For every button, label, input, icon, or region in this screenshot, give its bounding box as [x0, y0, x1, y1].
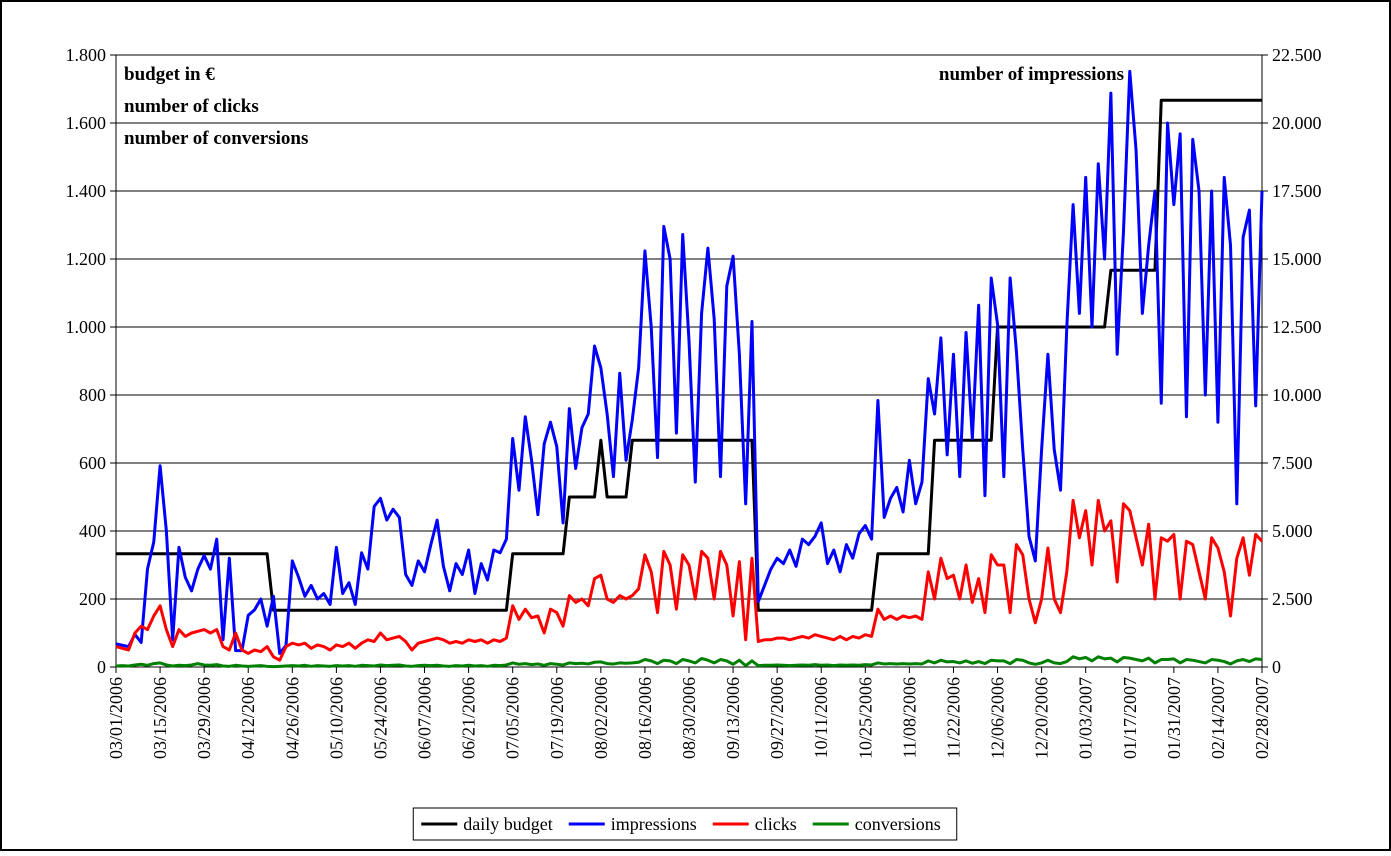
legend-label: impressions	[611, 814, 697, 834]
legend: daily budget impressions clicks conversions	[412, 807, 958, 841]
legend-box	[412, 807, 958, 841]
x-tick-label: 10/25/2006	[855, 677, 875, 759]
series-line	[115, 655, 1263, 669]
x-tick-label: 07/19/2006	[547, 677, 567, 759]
y-tick-label: 200	[79, 589, 106, 609]
y-tick-label: 600	[79, 453, 106, 473]
y2-tick-label: 7.500	[1272, 453, 1313, 473]
x-tick-label: 01/31/2007	[1164, 677, 1184, 759]
x-tick-label: 03/29/2006	[194, 677, 214, 759]
x-tick-label: 12/20/2006	[1032, 677, 1052, 759]
x-tick-label: 11/08/2006	[899, 677, 919, 758]
annotation: number of impressions	[939, 64, 1124, 85]
x-tick-label: 08/16/2006	[635, 677, 655, 759]
x-tick-label: 04/12/2006	[238, 677, 258, 759]
x-tick-label: 12/06/2006	[988, 677, 1008, 759]
y-tick-label: 1.800	[66, 45, 107, 65]
x-tick-label: 11/22/2006	[943, 677, 963, 758]
y2-tick-label: 12.500	[1272, 317, 1322, 337]
y2-tick-label: 2.500	[1272, 589, 1313, 609]
x-tick-label: 07/05/2006	[503, 677, 523, 759]
y-tick-label: 0	[97, 657, 106, 677]
x-tick-label: 05/10/2006	[326, 677, 346, 759]
y2-tick-label: 17.500	[1272, 181, 1322, 201]
x-tick-label: 02/28/2007	[1252, 677, 1272, 759]
y2-tick-label: 0	[1272, 657, 1281, 677]
y2-tick-label: 20.000	[1272, 113, 1322, 133]
x-tick-label: 01/17/2007	[1120, 677, 1140, 759]
annotation: budget in €	[124, 64, 215, 85]
x-tick-label: 08/30/2006	[679, 677, 699, 759]
y2-tick-label: 10.000	[1272, 385, 1322, 405]
legend-label: clicks	[755, 814, 797, 834]
series-line	[115, 498, 1264, 662]
x-tick-label: 04/26/2006	[282, 677, 302, 759]
series-line	[115, 69, 1264, 655]
legend-label: conversions	[855, 814, 941, 834]
x-tick-label: 01/03/2007	[1076, 677, 1096, 759]
x-tick-label: 05/24/2006	[370, 677, 390, 759]
y2-tick-label: 5.000	[1272, 521, 1313, 541]
annotation: number of clicks	[124, 96, 259, 117]
series-line	[116, 98, 1262, 612]
y-tick-label: 400	[79, 521, 106, 541]
y2-tick-label: 22.500	[1272, 45, 1322, 65]
legend-label: daily budget	[463, 814, 552, 834]
y2-tick-label: 15.000	[1272, 249, 1322, 269]
y-tick-label: 1.600	[66, 113, 107, 133]
x-tick-label: 06/21/2006	[459, 677, 479, 759]
plot-layer: 02004006008001.0001.2001.4001.6001.80002…	[66, 45, 1322, 759]
x-tick-label: 09/27/2006	[767, 677, 787, 759]
y-tick-label: 1.400	[66, 181, 107, 201]
x-tick-label: 03/01/2006	[106, 677, 126, 759]
x-tick-label: 02/14/2007	[1208, 677, 1228, 759]
y-tick-label: 800	[79, 385, 106, 405]
y-tick-label: 1.200	[66, 249, 107, 269]
annotation: number of conversions	[124, 128, 308, 149]
x-tick-label: 10/11/2006	[811, 677, 831, 758]
x-tick-label: 08/02/2006	[591, 677, 611, 759]
y-tick-label: 1.000	[66, 317, 107, 337]
x-tick-label: 06/07/2006	[415, 677, 435, 759]
x-tick-label: 09/13/2006	[723, 677, 743, 759]
x-tick-label: 03/15/2006	[150, 677, 170, 759]
